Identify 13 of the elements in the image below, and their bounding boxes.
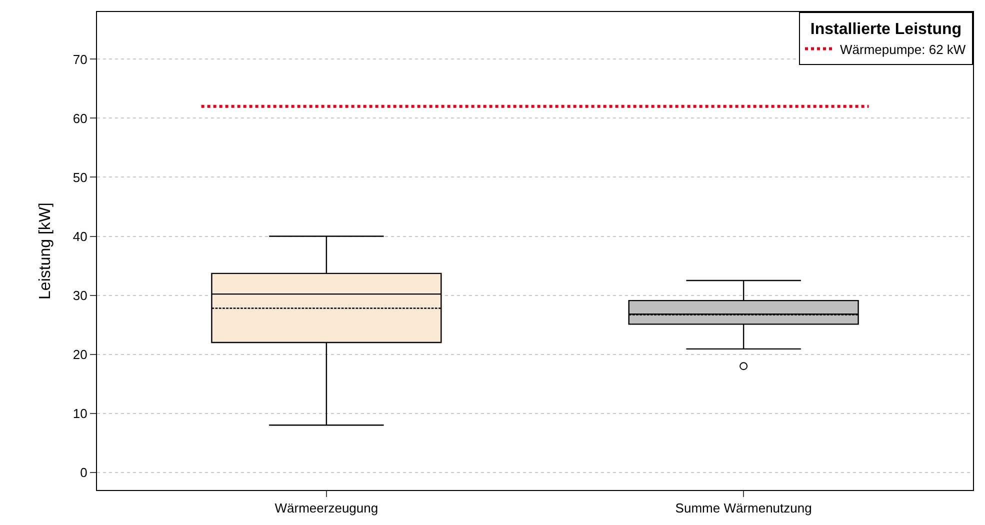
x-tick-label: Wärmeerzeugung [274, 500, 378, 516]
y-tick-label: 40 [72, 228, 88, 244]
y-tick-label: 10 [72, 406, 88, 421]
legend-title: Installierte Leistung [810, 20, 962, 38]
x-tick-label: Summe Wärmenutzung [675, 500, 812, 516]
y-tick-label: 60 [72, 110, 88, 126]
y-tick-label: 70 [72, 52, 88, 67]
y-tick-label: 30 [72, 288, 88, 303]
legend-label: Wärmepumpe: 62 kW [840, 42, 966, 57]
y-axis-title: Leistung [kW] [36, 202, 54, 300]
y-tick-label: 50 [72, 170, 88, 185]
y-tick-label: 20 [72, 346, 88, 362]
y-tick-label: 0 [80, 464, 88, 480]
